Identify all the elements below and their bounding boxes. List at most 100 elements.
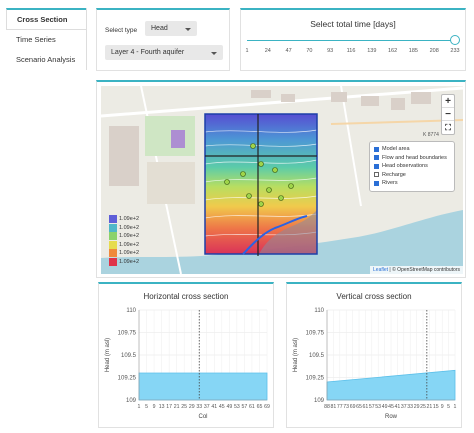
map-canvas: K 8774 — [101, 86, 463, 274]
x-tick-label: 41 — [211, 404, 217, 410]
legend-label: 1.09e+2 — [119, 250, 140, 257]
layer-control: Model area Flow and head boundaries Head o… — [369, 141, 455, 192]
x-tick-label: 29 — [414, 404, 420, 410]
map-panel: K 8774 — [96, 80, 466, 278]
model-area-boundary — [204, 113, 318, 255]
zoom-in-button[interactable]: + — [442, 95, 454, 108]
legend-swatch — [109, 215, 117, 224]
layer-toggle[interactable]: Model area — [374, 145, 450, 154]
x-tick-label: 45 — [219, 404, 225, 410]
x-axis-label: Row — [385, 414, 398, 420]
legend-swatch — [109, 249, 117, 258]
x-tick-label: 69 — [264, 404, 270, 410]
checkbox[interactable] — [374, 146, 379, 152]
tab-scenario-analysis[interactable]: Scenario Analysis — [16, 55, 76, 64]
layer-toggle[interactable]: Flow and head boundaries — [374, 154, 450, 163]
x-axis-label: Col — [198, 414, 207, 420]
x-tick-label: 69 — [350, 404, 356, 410]
layer-label: Flow and head boundaries — [382, 154, 447, 161]
chevron-down-icon — [185, 28, 191, 31]
legend-entry: 1.09e+2 — [109, 249, 153, 258]
y-tick-label: 109.75 — [118, 331, 137, 337]
leaflet-link[interactable]: Leaflet — [373, 267, 389, 273]
x-tick-label: 9 — [441, 404, 444, 410]
x-tick-label: 5 — [145, 404, 148, 410]
zoom-controls: + − ⛶ — [441, 94, 455, 135]
legend-label: 1.09e+2 — [119, 216, 140, 223]
x-tick-label: 49 — [226, 404, 232, 410]
legend-entry: 1.09e+2 — [109, 257, 153, 267]
x-tick-label: 61 — [363, 404, 369, 410]
checkbox[interactable] — [374, 172, 379, 178]
legend-entry: 1.09e+2 — [109, 215, 153, 224]
osm-attribution: | © OpenStreetMap contributors — [388, 267, 460, 273]
y-tick-label: 109.75 — [306, 331, 325, 337]
legend-swatch — [109, 232, 117, 241]
legend-swatch — [109, 257, 117, 266]
legend-entry: 1.09e+2 — [109, 240, 153, 250]
x-tick-label: 88 — [324, 404, 330, 410]
type-select-value: Head — [151, 25, 168, 32]
y-tick-label: 110 — [126, 308, 136, 314]
time-tick-label: 47 — [285, 48, 292, 54]
map[interactable]: K 8774 — [101, 86, 463, 274]
tab-time-series[interactable]: Time Series — [16, 35, 56, 44]
x-tick-label: 49 — [382, 404, 388, 410]
sidebar: Cross Section Time Series Scenario Analy… — [6, 8, 86, 70]
horizontal-section-card: Horizontal cross section 109 109.25 109.5 1… — [98, 282, 274, 428]
x-tick-label: 33 — [196, 404, 202, 410]
river-area — [101, 210, 463, 274]
legend-swatch — [109, 223, 117, 232]
y-tick-label: 110 — [314, 308, 324, 314]
head-observations — [224, 143, 294, 207]
x-tick-label: 17 — [166, 404, 172, 410]
time-tick-label: 116 — [346, 48, 356, 54]
x-tick-label: 5 — [447, 404, 450, 410]
layer-label: Rivers — [382, 180, 398, 187]
x-tick-label: 21 — [427, 404, 433, 410]
layer-label: Model area — [382, 146, 410, 153]
time-tick-label: 208 — [429, 48, 439, 54]
fullscreen-icon[interactable]: ⛶ — [445, 123, 451, 132]
time-panel: Select total time [days] 1 24 47 70 93 116 139… — [240, 8, 466, 71]
legend-entry: 1.09e+2 — [109, 232, 153, 241]
time-tick-label: 93 — [327, 48, 334, 54]
layer-toggle[interactable]: Head observations — [374, 162, 450, 171]
checkbox[interactable] — [374, 163, 379, 169]
y-tick-label: 109.25 — [306, 376, 325, 382]
layer-select[interactable]: Layer 4 - Fourth aquifer — [105, 45, 223, 60]
x-tick-label: 53 — [234, 404, 240, 410]
time-slider-handle[interactable] — [450, 35, 460, 45]
time-tick-label: 70 — [306, 48, 313, 54]
x-tick-label: 25 — [181, 404, 187, 410]
time-tick-label: 24 — [264, 48, 271, 54]
legend-label: 1.09e+2 — [119, 241, 140, 248]
chart-title: Horizontal cross section — [143, 292, 229, 301]
layer-toggle[interactable]: Recharge — [374, 171, 450, 180]
tab-cross-section[interactable]: Cross Section — [6, 8, 86, 30]
x-tick-label: 77 — [337, 404, 343, 410]
zoom-out-button[interactable]: − — [442, 108, 454, 121]
chevron-down-icon — [211, 52, 217, 55]
x-tick-label: 37 — [401, 404, 407, 410]
x-tick-label: 45 — [388, 404, 394, 410]
select-type-label: Select type — [105, 27, 138, 34]
type-select[interactable]: Head — [145, 21, 197, 36]
checkbox[interactable] — [374, 180, 379, 186]
layer-toggle[interactable]: Rivers — [374, 179, 450, 188]
head-area — [138, 372, 268, 401]
x-tick-label: 9 — [153, 404, 156, 410]
x-tick-label: 33 — [407, 404, 413, 410]
checkbox[interactable] — [374, 155, 379, 161]
legend-label: 1.09e+2 — [119, 224, 140, 231]
x-tick-label: 61 — [249, 404, 255, 410]
x-tick-label: 29 — [189, 404, 195, 410]
x-tick-label: 57 — [242, 404, 248, 410]
x-tick-label: 81 — [331, 404, 337, 410]
y-tick-label: 109.5 — [121, 353, 137, 359]
time-tick-label: 233 — [450, 48, 460, 54]
layer-select-value: Layer 4 - Fourth aquifer — [111, 49, 185, 56]
time-slider-fill — [247, 40, 455, 41]
y-tick-label: 109 — [126, 398, 137, 404]
